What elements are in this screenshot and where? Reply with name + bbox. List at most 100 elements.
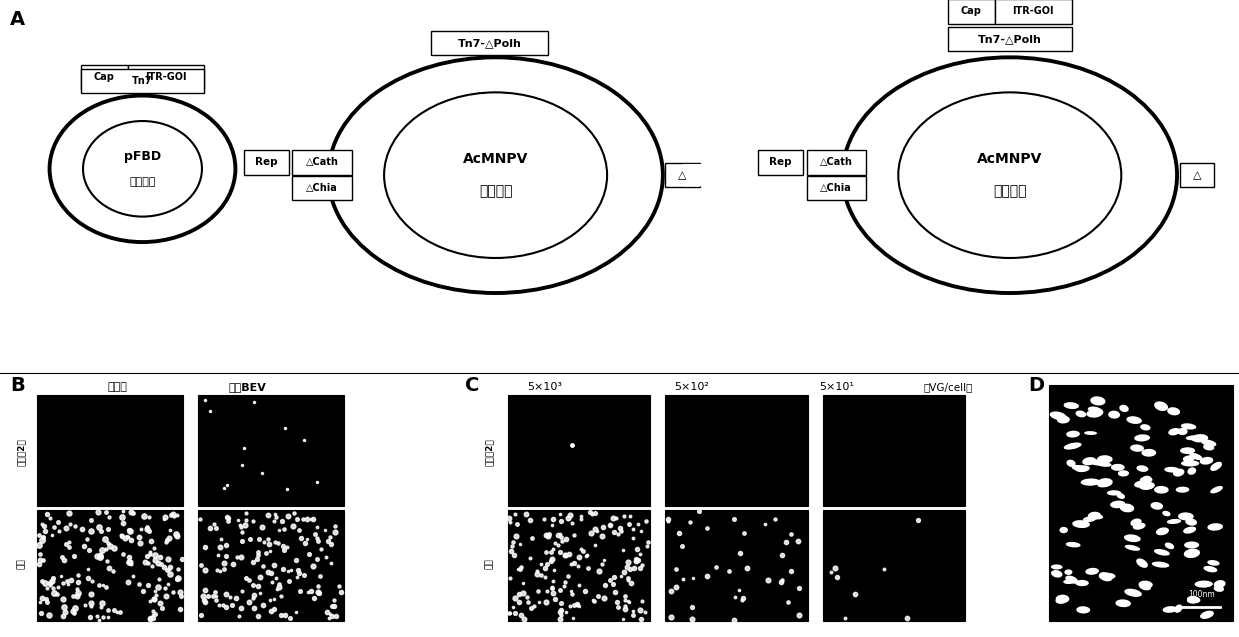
Text: ITR-GOI: ITR-GOI [145, 72, 187, 82]
Ellipse shape [1165, 467, 1180, 473]
Ellipse shape [1181, 461, 1199, 466]
Ellipse shape [1136, 559, 1147, 568]
Ellipse shape [1187, 468, 1196, 475]
Ellipse shape [1088, 512, 1101, 520]
Ellipse shape [1118, 470, 1129, 476]
Ellipse shape [1154, 486, 1168, 494]
Text: 感染BEV: 感染BEV [229, 382, 266, 392]
Ellipse shape [1059, 527, 1068, 533]
Text: 感染后2天: 感染后2天 [16, 438, 26, 466]
FancyBboxPatch shape [431, 31, 548, 55]
Ellipse shape [1075, 410, 1087, 417]
FancyBboxPatch shape [948, 0, 995, 24]
Ellipse shape [1108, 411, 1120, 419]
Ellipse shape [1132, 523, 1146, 530]
Text: △Chia: △Chia [306, 183, 338, 193]
Text: 感染: 感染 [484, 559, 494, 569]
Ellipse shape [1099, 572, 1113, 582]
Ellipse shape [1056, 598, 1067, 604]
Ellipse shape [1115, 599, 1131, 607]
FancyBboxPatch shape [81, 69, 204, 93]
Ellipse shape [1183, 548, 1201, 558]
Text: C: C [465, 376, 479, 395]
Ellipse shape [1211, 462, 1222, 471]
Ellipse shape [1067, 460, 1075, 467]
Ellipse shape [1051, 564, 1063, 569]
Ellipse shape [1183, 527, 1196, 534]
Text: AcMNPV: AcMNPV [978, 152, 1042, 166]
Text: △Cath: △Cath [820, 157, 852, 168]
Ellipse shape [1141, 449, 1156, 457]
Ellipse shape [1090, 396, 1105, 406]
Text: pFBD: pFBD [124, 150, 161, 162]
Ellipse shape [1063, 402, 1079, 409]
Ellipse shape [1116, 493, 1125, 499]
FancyBboxPatch shape [807, 150, 866, 175]
Text: 未感染: 未感染 [108, 382, 128, 392]
Ellipse shape [1154, 549, 1170, 555]
Ellipse shape [1178, 512, 1193, 520]
Ellipse shape [1203, 566, 1218, 573]
Ellipse shape [1207, 523, 1223, 531]
Ellipse shape [1180, 447, 1196, 454]
Ellipse shape [1051, 570, 1063, 578]
Bar [1049, 385, 1233, 621]
Ellipse shape [1075, 580, 1089, 586]
Ellipse shape [1186, 435, 1201, 440]
Ellipse shape [1111, 464, 1125, 471]
Ellipse shape [1124, 589, 1142, 597]
Text: AcMNPV: AcMNPV [463, 152, 528, 166]
Ellipse shape [1066, 542, 1080, 547]
Ellipse shape [1177, 428, 1188, 435]
Bar [508, 510, 650, 621]
Ellipse shape [1186, 519, 1197, 526]
Ellipse shape [1136, 465, 1149, 472]
Ellipse shape [1097, 478, 1113, 487]
Text: 感染: 感染 [16, 559, 26, 569]
Ellipse shape [1130, 445, 1144, 452]
Ellipse shape [1064, 443, 1082, 450]
Ellipse shape [1119, 404, 1129, 412]
FancyBboxPatch shape [244, 150, 289, 175]
Ellipse shape [83, 121, 202, 217]
Ellipse shape [1167, 519, 1181, 524]
Ellipse shape [1203, 444, 1214, 450]
Bar [198, 395, 344, 506]
FancyBboxPatch shape [995, 0, 1072, 24]
Ellipse shape [328, 57, 663, 293]
FancyBboxPatch shape [292, 150, 352, 175]
Ellipse shape [1080, 478, 1100, 486]
Ellipse shape [1099, 573, 1115, 580]
Ellipse shape [1183, 455, 1194, 462]
Ellipse shape [1066, 576, 1078, 583]
Text: 感染后2天: 感染后2天 [484, 438, 494, 466]
Ellipse shape [1201, 611, 1214, 619]
Ellipse shape [1057, 416, 1069, 424]
Ellipse shape [1089, 459, 1109, 466]
Ellipse shape [1194, 580, 1213, 588]
Ellipse shape [1175, 605, 1182, 613]
Text: Cap: Cap [94, 72, 114, 82]
Ellipse shape [1130, 519, 1142, 527]
Bar [823, 510, 965, 621]
Bar [37, 510, 183, 621]
Ellipse shape [1072, 520, 1090, 528]
Ellipse shape [1162, 511, 1171, 517]
Text: +: + [300, 161, 325, 190]
Ellipse shape [1167, 407, 1180, 415]
Ellipse shape [1088, 514, 1103, 520]
Bar [823, 395, 965, 506]
Ellipse shape [1134, 480, 1147, 488]
Ellipse shape [1120, 503, 1134, 512]
FancyBboxPatch shape [1180, 163, 1214, 187]
Ellipse shape [1134, 434, 1150, 441]
FancyBboxPatch shape [128, 65, 204, 89]
Ellipse shape [1189, 453, 1203, 460]
Ellipse shape [1165, 543, 1175, 549]
Ellipse shape [1184, 541, 1199, 548]
Ellipse shape [1152, 562, 1170, 568]
Ellipse shape [1072, 465, 1087, 471]
Text: 5×10³: 5×10³ [528, 382, 563, 392]
FancyBboxPatch shape [665, 163, 700, 187]
Ellipse shape [1214, 580, 1225, 588]
